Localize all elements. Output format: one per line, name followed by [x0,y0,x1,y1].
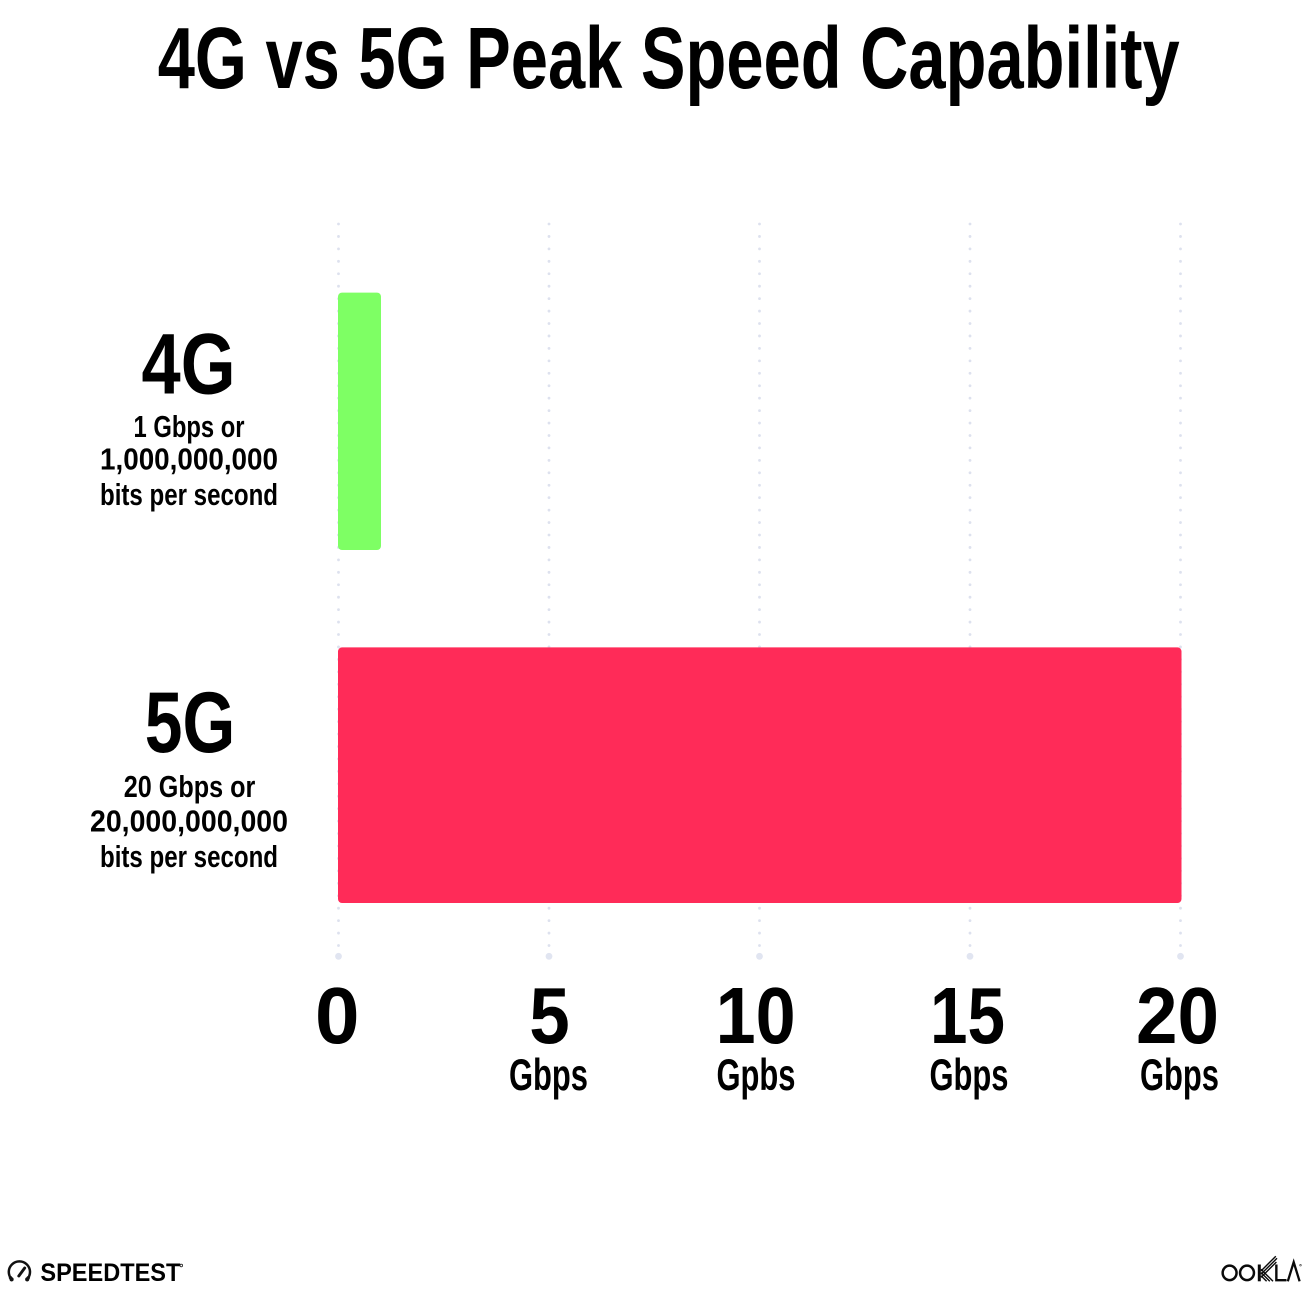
svg-text:4G vs 5G Peak Speed Capability: 4G vs 5G Peak Speed Capability [158,10,1180,107]
svg-text:Gpbs: Gpbs [717,1051,796,1100]
svg-text:5: 5 [529,971,570,1060]
svg-text:SPEEDTEST: SPEEDTEST [40,1259,180,1287]
svg-text:20,000,000,000: 20,000,000,000 [90,804,288,839]
svg-text:10: 10 [716,971,796,1060]
svg-text:5G: 5G [145,675,236,771]
svg-text:1,000,000,000: 1,000,000,000 [100,442,278,477]
svg-text:bits per second: bits per second [100,477,278,512]
svg-text:1 Gbps or: 1 Gbps or [134,409,245,444]
svg-text:bits per second: bits per second [100,839,278,874]
svg-text:Gbps: Gbps [930,1051,1009,1100]
svg-text:15: 15 [930,971,1005,1060]
svg-text:Gbps: Gbps [1140,1051,1219,1100]
svg-text:20: 20 [1136,971,1219,1060]
svg-text:Gbps: Gbps [509,1051,588,1100]
svg-text:4G: 4G [142,317,236,413]
svg-text:20 Gbps or: 20 Gbps or [124,769,256,804]
svg-text:0: 0 [315,971,360,1060]
